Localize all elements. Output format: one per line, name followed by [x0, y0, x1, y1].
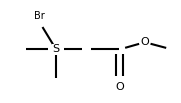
Text: Br: Br	[34, 11, 45, 22]
Text: O: O	[140, 37, 149, 47]
Text: S: S	[52, 44, 60, 54]
Text: O: O	[115, 81, 124, 92]
